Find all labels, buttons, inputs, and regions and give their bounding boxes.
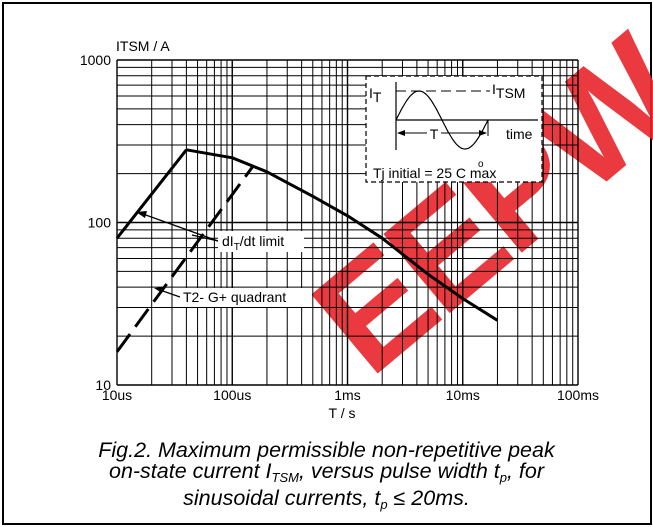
series-group [115,148,499,353]
caption-line-3: sinusoidal currents, tp ≤ 20ms. [183,486,470,512]
chart-grid [116,59,579,386]
annotations: dIT/dt limit T2- G+ quadrant [136,211,312,307]
dit-arrow-left [142,213,219,242]
inset-period-label-box [427,125,441,141]
dit-arrow-right [191,234,219,242]
watermark-text: EEPW [283,3,653,404]
inset-tj-label: Tj initial = 25 C max [373,165,496,181]
dit-label: dIT/dt limit [222,233,284,253]
x-tick-label: 100ms [557,387,599,403]
inset-itsm-label-box [490,83,538,101]
tick-labels: 10us 100us 1ms 10ms 100ms 10 100 1000 [80,52,599,403]
quadrant-label-box [180,288,312,307]
inset-tj-label-box [370,166,540,181]
inset-sine-wave [395,90,489,150]
dit-label-box [218,231,304,252]
inset-degree-mark: o [478,159,484,170]
inset-time-label: time [506,126,533,142]
series-line [186,148,499,322]
inset-itsm-label: ITSM [492,81,525,101]
caption-line-1: Fig.2. Maximum permissible non-repetitiv… [98,438,555,462]
inset-time-label-box [504,127,540,142]
quadrant-label: T2- G+ quadrant [183,289,286,305]
quadrant-arrowhead [154,287,164,293]
x-tick-label: 100us [213,387,251,403]
series-line [115,148,188,240]
eepw-watermark: EEPW [283,3,653,404]
inset-period-label: T [430,126,439,142]
dit-arrowhead-left [136,211,147,218]
x-axis-label: T / s [329,405,356,421]
x-tick-label: 10ms [446,387,480,403]
x-tick-label: 1ms [334,387,360,403]
series-line [115,166,254,353]
y-tick-label: 1000 [80,52,111,68]
y-tick-label: 100 [88,215,112,231]
y-axis-label: ITSM / A [116,38,170,54]
inset-period-arrow-left [397,130,405,136]
quadrant-arrow [159,289,181,298]
caption-line-2: on-state current ITSM, versus pulse widt… [108,459,545,485]
figure-caption: Fig.2. Maximum permissible non-repetitiv… [0,438,653,515]
y-tick-label: 10 [95,377,111,393]
x-tick-label: 10us [102,387,132,403]
inset-it-label: IT [369,85,382,105]
inset-period-arrow-right [479,130,487,136]
itsm-chart: EEPW 10us 100us 1ms 10ms 100ms 10 100 1000 ITSM… [80,3,653,421]
